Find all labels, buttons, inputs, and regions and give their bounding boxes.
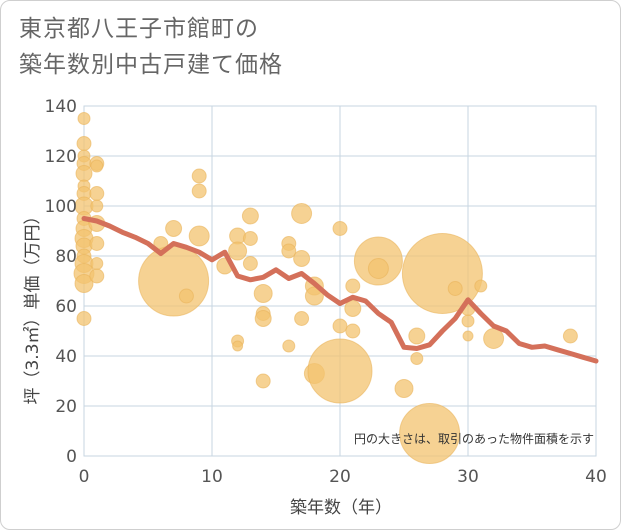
data-bubble (191, 168, 207, 184)
data-bubble (291, 203, 313, 224)
data-bubble (138, 245, 210, 317)
data-bubble (282, 339, 296, 353)
data-bubble (255, 373, 271, 389)
data-bubble (90, 257, 104, 270)
data-bubble (410, 352, 424, 365)
data-bubble (188, 225, 210, 247)
data-bubble (76, 136, 92, 151)
x-axis-label: 築年数（年） (290, 498, 392, 518)
data-bubble (345, 323, 361, 339)
data-bubble (294, 311, 310, 326)
data-bubble (344, 300, 362, 317)
chart-title: 東京都八王子市館町の 築年数別中古戸建て価格 (19, 16, 283, 78)
data-bubble (90, 199, 104, 213)
data-bubble (165, 220, 183, 237)
y-tick-label: 20 (55, 397, 77, 417)
y-tick-label: 0 (66, 447, 77, 467)
data-bubble (304, 286, 324, 306)
y-tick-label: 100 (45, 197, 77, 217)
data-bubble (408, 327, 426, 345)
y-tick-label: 140 (45, 97, 77, 117)
data-bubble (90, 159, 104, 173)
data-bubble (399, 403, 461, 464)
data-bubble (253, 284, 273, 303)
y-tick-label: 60 (55, 297, 77, 317)
data-bubble (89, 268, 105, 284)
data-bubble (461, 314, 475, 328)
y-tick-label: 80 (55, 247, 77, 267)
x-tick-label: 0 (79, 467, 90, 487)
data-bubble (281, 243, 297, 259)
data-bubble (401, 233, 483, 314)
y-tick-label: 120 (45, 147, 77, 167)
data-bubble (241, 207, 259, 225)
data-bubble (254, 310, 272, 327)
trend-line (81, 216, 599, 364)
y-tick-label: 40 (55, 347, 77, 367)
data-bubble (483, 328, 505, 349)
x-tick-label: 30 (457, 467, 479, 487)
bubble-series (73, 112, 578, 464)
data-bubble (232, 340, 244, 352)
data-bubble (178, 288, 194, 304)
data-bubble (293, 250, 311, 267)
data-bubble (76, 311, 92, 326)
data-bubble (89, 186, 105, 201)
data-bubble (191, 183, 207, 199)
x-tick-label: 40 (585, 467, 607, 487)
data-bubble (562, 328, 578, 344)
data-bubble (242, 231, 258, 246)
data-bubble (394, 379, 414, 398)
data-bubble (89, 236, 105, 251)
data-bubble (75, 165, 93, 182)
size-note: 円の大きさは、取引のあった物件面積を示す (354, 431, 594, 446)
data-bubble (447, 281, 463, 296)
data-bubble (307, 338, 373, 404)
x-axis-ticks: 0 10 20 30 40 (79, 467, 607, 487)
data-bubble (332, 318, 348, 334)
data-bubble (462, 330, 474, 342)
data-bubble (228, 241, 248, 261)
y-axis-label: 坪（3.3㎡）単価（万円） (23, 207, 43, 404)
x-tick-label: 20 (329, 467, 351, 487)
data-bubble (474, 279, 488, 293)
y-axis-ticks: 0 20 40 60 80 100 120 140 (45, 97, 77, 467)
trend-series (81, 216, 599, 364)
data-bubble (345, 278, 361, 294)
data-bubble (242, 256, 258, 271)
x-tick-label: 10 (201, 467, 223, 487)
data-bubble (77, 112, 91, 125)
data-bubble (332, 221, 348, 236)
data-bubble (367, 258, 389, 279)
data-bubble (74, 274, 94, 293)
